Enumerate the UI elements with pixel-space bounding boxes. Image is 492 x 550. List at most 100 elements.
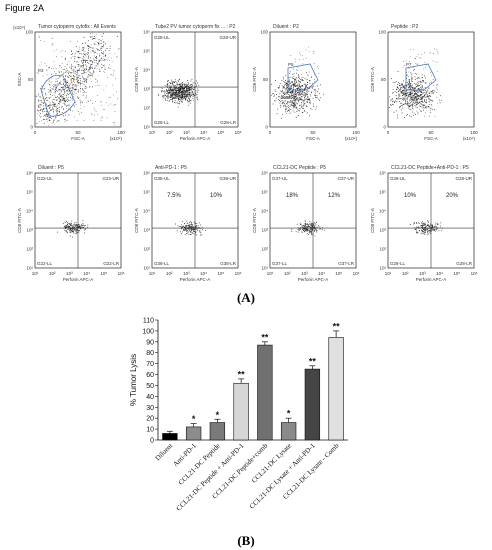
event-dot [166,90,168,91]
event-dot [302,99,304,101]
event-dot [410,49,412,50]
event-dot [305,86,306,88]
event-dot [37,110,39,112]
event-dot [301,231,303,233]
event-dot [98,42,99,44]
event-dot [74,95,76,97]
event-dot [38,36,40,38]
event-dot [418,84,420,86]
event-dot [87,50,89,52]
event-dot [83,105,85,107]
event-dot [302,85,304,87]
event-dot [186,99,188,101]
event-dot [91,50,93,52]
event-dot [114,121,115,123]
event-dot [311,225,313,227]
event-dot [293,84,295,86]
event-dot [87,70,89,72]
event-dot [411,107,413,109]
event-dot [63,222,64,224]
event-dot [424,232,426,233]
event-dot [416,103,418,105]
x-tick-label: 10⁶ [353,271,360,276]
y-tick-label: 110 [143,318,154,325]
event-dot [167,80,169,82]
event-dot [43,114,45,116]
event-dot [79,46,81,48]
event-dot [105,102,107,104]
event-dot [423,96,425,98]
y-tick-label: 40 [146,394,154,401]
event-dot [84,80,86,82]
event-dot [289,87,291,89]
event-dot [113,94,114,96]
quadrant-label: G28-UL [154,35,170,40]
event-dot [294,92,296,94]
event-dot [80,108,82,109]
event-dot [315,108,317,110]
event-dot [289,91,291,93]
event-dot [166,96,168,98]
event-dot [313,223,315,225]
event-dot [48,105,50,107]
event-dot [434,48,435,50]
event-dot [179,103,180,105]
event-dot [306,112,308,114]
event-dot [161,88,163,90]
event-dot [312,226,313,228]
event-dot [78,74,80,76]
event-dot [284,88,286,90]
event-dot [67,94,69,96]
event-dot [60,100,61,101]
event-dot [279,93,281,95]
event-dot [167,81,168,83]
event-dot [315,94,316,96]
event-dot [63,100,65,102]
event-dot [42,98,44,100]
event-dot [80,87,81,89]
event-dot [421,77,423,79]
event-dot [311,228,313,230]
event-dot [187,100,189,102]
event-dot [74,106,75,108]
event-dot [52,88,54,90]
event-dot [53,105,55,107]
event-dot [97,49,99,51]
event-dot [93,120,95,122]
event-dot [106,48,108,50]
event-dot [48,111,50,113]
event-dot [175,97,177,98]
event-dot [54,85,56,87]
event-dot [77,51,79,53]
event-dot [188,224,190,226]
event-dot [95,101,97,102]
event-dot [421,226,423,228]
event-dot [54,71,55,72]
event-dot [69,83,71,85]
event-dot [296,223,298,225]
event-dot [113,73,115,75]
event-dot [62,86,63,88]
event-dot [62,98,64,100]
event-dot [397,117,399,119]
event-dot [392,91,394,93]
event-dot [180,226,182,227]
event-dot [184,234,186,236]
event-dot [73,79,74,81]
y-axis-label: CD8 FITC-A [17,208,22,233]
event-dot [311,231,312,233]
event-dot [389,96,391,98]
event-dot [53,86,55,87]
event-dot [394,101,396,103]
y-tick-label: 10⁵ [261,190,268,195]
event-dot [422,101,424,103]
event-dot [55,56,57,57]
event-dot [49,102,51,104]
event-dot [298,80,299,82]
event-dot [84,50,86,52]
event-dot [67,98,68,100]
event-dot [415,83,417,85]
event-dot [419,97,421,99]
event-dot [76,50,78,52]
event-dot [299,87,301,88]
